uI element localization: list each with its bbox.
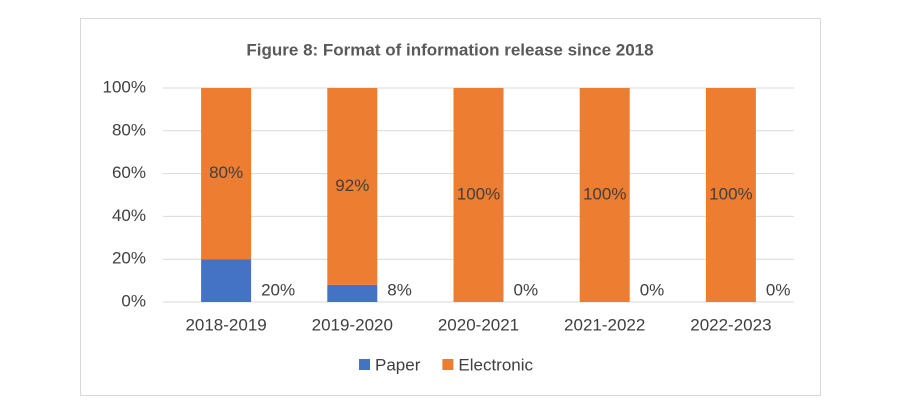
data-label: 92% — [335, 176, 369, 195]
bar-segment — [201, 88, 252, 260]
legend-label: Paper — [375, 355, 421, 374]
data-label: 100% — [457, 184, 500, 203]
data-label: 20% — [261, 280, 295, 299]
data-label: 8% — [387, 280, 412, 299]
x-tick-label: 2022-2023 — [690, 315, 771, 334]
bar-segment — [327, 88, 378, 285]
bar-segment — [579, 88, 630, 302]
x-tick-label: 2021-2022 — [564, 315, 645, 334]
data-label: 80% — [209, 163, 243, 182]
y-tick-label: 20% — [112, 249, 146, 268]
bar-segment — [201, 259, 252, 302]
y-tick-label: 40% — [112, 206, 146, 225]
data-label: 100% — [583, 184, 626, 203]
legend-label: Electronic — [458, 355, 533, 374]
data-label: 100% — [709, 184, 752, 203]
data-label: 0% — [766, 280, 791, 299]
y-tick-label: 100% — [103, 77, 146, 96]
data-label: 0% — [514, 280, 539, 299]
y-tick-label: 60% — [112, 163, 146, 182]
legend-swatch — [442, 359, 454, 370]
y-tick-label: 0% — [121, 291, 146, 310]
legend-swatch — [359, 359, 370, 370]
bar-segment — [327, 284, 378, 302]
data-label: 0% — [640, 280, 665, 299]
x-tick-label: 2018-2019 — [185, 315, 266, 334]
chart-title: Figure 8: Format of information release … — [246, 40, 653, 59]
y-tick-label: 80% — [112, 120, 146, 139]
x-tick-label: 2019-2020 — [312, 315, 393, 334]
x-tick-label: 2020-2021 — [438, 315, 519, 334]
bar-segment — [705, 88, 756, 302]
bar-segment — [453, 88, 504, 302]
